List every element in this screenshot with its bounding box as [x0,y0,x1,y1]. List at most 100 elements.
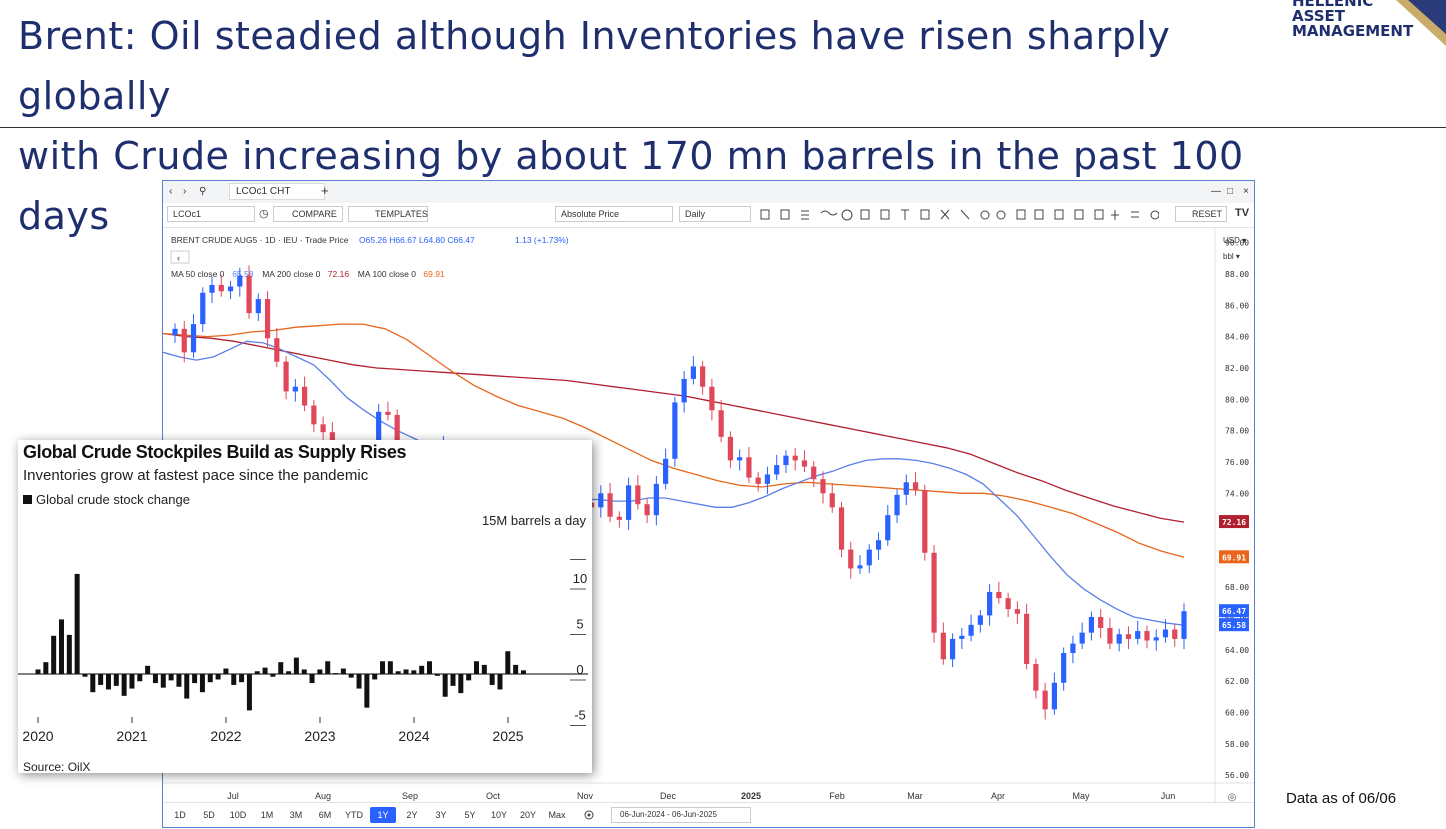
y-tick-label: 60.00 [1225,709,1249,718]
back-arrow-icon[interactable]: ‹ [169,186,173,197]
currency-label[interactable]: USD ▾ [1223,236,1246,245]
candle-body [1135,631,1141,639]
price-badge [1219,515,1249,529]
range-button-20y[interactable]: 20Y [519,810,536,820]
candle-body [255,299,261,314]
range-button-5y[interactable]: 5Y [464,810,476,820]
x-tick-label: Mar [907,791,923,801]
ma-legend-value: 72.16 [328,269,350,279]
candle-body [829,493,835,508]
stock-change-bar [35,669,41,674]
forward-arrow-icon[interactable]: › [183,186,187,197]
candle-body [292,386,298,392]
candle-body [1005,598,1011,610]
close-icon[interactable]: × [1243,186,1249,197]
goto-realtime-icon[interactable]: ◎ [1228,792,1237,803]
candle-body [996,591,1002,599]
minimize-icon[interactable]: — [1211,186,1221,197]
logo-line-3: MANAGEMENT [1292,22,1414,40]
range-button-ytd[interactable]: YTD [345,810,363,820]
compare-button[interactable]: COMPARE [273,206,343,222]
candle-body [283,361,289,392]
legend-label: Global crude stock change [36,492,190,507]
y-tick-label: 78.00 [1225,427,1249,436]
ma-legend-value: 69.91 [423,269,445,279]
candle-body [718,410,724,437]
templates-button[interactable]: TEMPLATES [348,206,428,222]
candle-body [1172,629,1178,639]
unit-label[interactable]: bbl ▾ [1223,252,1240,261]
collapse-chevron-icon[interactable]: ‹ [177,253,180,263]
stock-change-bar [113,674,119,686]
stock-change-bar [262,667,268,674]
settings-gear-icon[interactable] [583,809,595,821]
chart-tab[interactable]: LCOc1 CHT [229,183,326,200]
candle-body [209,284,215,293]
range-button-10y[interactable]: 10Y [490,810,507,820]
range-button-2y[interactable]: 2Y [406,810,418,820]
candle-body [737,457,743,461]
range-button-1d[interactable]: 1D [174,810,186,820]
x-tick-label: May [1072,791,1090,801]
y-tick-label: 88.00 [1225,270,1249,279]
stock-change-bar [372,674,378,680]
range-button-1y[interactable]: 1Y [370,807,396,823]
range-button-6m[interactable]: 6M [318,810,332,820]
title-line-2: with Crude increasing by about 170 mn ba… [18,134,1244,238]
y-tick-label: 62.00 [1225,677,1249,686]
candle-body [1125,634,1132,639]
price-mode-select[interactable]: Absolute Price [555,206,673,222]
y-tick-label: 74.00 [1225,489,1249,498]
x-tick-label: 2021 [116,728,147,744]
stock-change-bar [450,674,456,686]
candle-body [172,328,178,336]
maximize-icon[interactable]: □ [1227,186,1234,197]
stock-change-bar [403,669,409,674]
stock-change-bar [192,674,198,684]
y-tick-label: 10 [573,571,587,586]
ma50-line [163,340,1185,626]
range-button-5d[interactable]: 5D [203,810,215,820]
company-logo: HELLENIC ASSET MANAGEMENT [1290,0,1446,46]
stock-change-bar [513,664,519,674]
stock-change-bar [325,661,331,674]
new-tab-plus-icon[interactable]: + [321,183,329,198]
stock-change-bar [137,674,143,682]
candle-body [792,455,798,461]
inset-source: Source: OilX [23,760,91,774]
date-range-field[interactable]: 06-Jun-2024 - 06-Jun-2025 [611,807,751,823]
range-button-3y[interactable]: 3Y [435,810,447,820]
candle-body [1024,613,1030,664]
stock-change-bar [231,674,237,685]
candle-body [320,424,326,433]
candle-body [783,455,789,466]
stock-change-bar [317,669,323,674]
stock-change-bar [309,674,315,684]
stock-change-bar [520,670,526,674]
reset-button[interactable]: RESET [1175,206,1227,222]
search-icon[interactable]: ⚲ [199,186,207,197]
range-button-max[interactable]: Max [548,810,566,820]
inventory-inset-chart: Global Crude Stockpiles Build as Supply … [18,440,592,774]
y-tick-label: -5 [574,708,586,723]
stock-change-bar [466,674,472,681]
drawing-tools-icons[interactable] [759,207,1159,223]
candle-body [264,299,271,339]
range-button-10d[interactable]: 10D [229,810,247,820]
interval-select[interactable]: Daily [679,206,751,222]
stock-change-bar [270,674,276,677]
candle-body [1116,634,1122,644]
clock-icon[interactable]: ◷ [259,208,269,220]
y-tick-label: 58.00 [1225,740,1249,749]
candle-body [755,477,761,484]
candle-body [987,591,993,616]
candle-body [1181,611,1187,639]
range-button-1m[interactable]: 1M [260,810,274,820]
range-button-3m[interactable]: 3M [289,810,303,820]
stock-change-bar [427,661,433,674]
symbol-input[interactable]: LCOc1 [167,206,255,222]
y-tick-label: 5 [576,617,583,632]
collapse-legend-button[interactable] [170,250,190,264]
stock-change-bar [43,662,49,674]
chart-tab-label: LCOc1 CHT [236,186,291,197]
